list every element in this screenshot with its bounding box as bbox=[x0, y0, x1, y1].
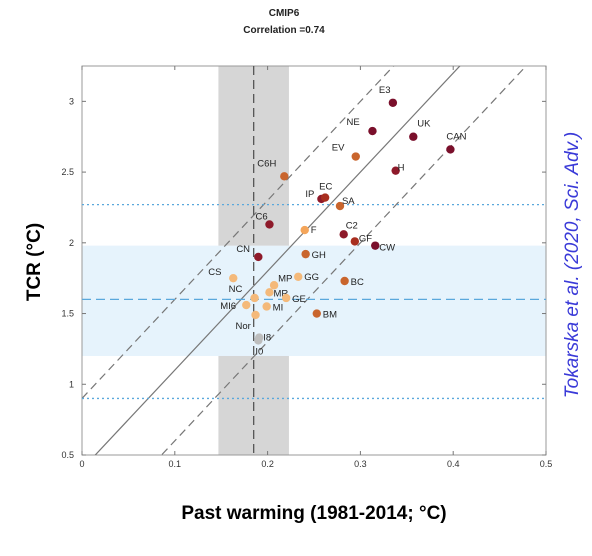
point-label-gf: GF bbox=[359, 233, 372, 244]
point-label-mi6: MI6 bbox=[220, 301, 236, 312]
chart-title: CMIP6 bbox=[269, 8, 300, 19]
point-mi bbox=[262, 302, 271, 311]
point-label-ge: GE bbox=[292, 294, 306, 305]
x-tick-label: 0.1 bbox=[169, 459, 182, 469]
x-tick-label: 0.4 bbox=[447, 459, 460, 469]
point-label-mi: MI bbox=[273, 302, 284, 313]
point-label-mp: MP bbox=[278, 273, 292, 284]
point-gh bbox=[301, 249, 310, 259]
point-ec bbox=[320, 193, 330, 202]
point-gf bbox=[350, 237, 360, 246]
point-label-bm: BM bbox=[323, 310, 337, 321]
point-label-i8: I8 bbox=[263, 333, 271, 344]
y-tick-label: 3 bbox=[69, 96, 74, 106]
point-bm bbox=[312, 309, 321, 318]
constrained-tcr-band bbox=[82, 245, 546, 356]
point-label-c6: C6 bbox=[255, 211, 267, 222]
point-uk bbox=[409, 132, 418, 141]
point-label-bc: BC bbox=[351, 277, 364, 288]
point-can bbox=[446, 145, 455, 154]
x-tick-label: 0 bbox=[79, 459, 84, 469]
point-label-ec: EC bbox=[319, 182, 332, 193]
point-mr bbox=[265, 288, 274, 297]
lower-prediction-line bbox=[160, 66, 527, 455]
point-c6h bbox=[280, 172, 289, 181]
y-tick-label: 1 bbox=[69, 379, 74, 389]
axis-ticks: 0 0.1 0.2 0.3 0.4 0.5 0.5 1 1.5 2 2.5 3 bbox=[61, 66, 552, 469]
point-gg bbox=[294, 272, 303, 281]
point-label-ne: NE bbox=[346, 117, 359, 128]
point-label-can: CAN bbox=[446, 131, 466, 142]
point-label-c2: C2 bbox=[346, 220, 358, 231]
x-tick-label: 0.3 bbox=[354, 459, 367, 469]
x-tick-label: 0.2 bbox=[261, 459, 274, 469]
point-ne bbox=[368, 126, 377, 136]
y-tick-label: 1.5 bbox=[61, 309, 74, 319]
upper-prediction-line bbox=[82, 66, 395, 399]
x-axis-label: Past warming (1981-2014; °C) bbox=[181, 503, 446, 524]
point-label-h: H bbox=[398, 163, 405, 174]
y-tick-label: 0.5 bbox=[61, 450, 74, 460]
reference-lines bbox=[82, 66, 546, 455]
y-tick-label: 2.5 bbox=[61, 167, 74, 177]
point-label-cs: CS bbox=[208, 267, 221, 278]
point-label-c6h: C6H bbox=[257, 158, 276, 169]
point-label-sa: SA bbox=[342, 196, 355, 207]
point-c6 bbox=[265, 220, 274, 229]
point-label-f: F bbox=[311, 225, 317, 236]
point-nor bbox=[251, 310, 260, 320]
point-label-gh: GH bbox=[312, 250, 326, 261]
plot-frame bbox=[81, 65, 547, 456]
point-sa bbox=[335, 201, 345, 211]
citation-credit: Tokarska et al. (2020, Sci. Adv.) bbox=[562, 132, 583, 398]
point-ge bbox=[281, 293, 291, 303]
point-f bbox=[300, 225, 309, 235]
point-bc bbox=[340, 276, 349, 286]
point-label-ev: EV bbox=[332, 143, 345, 154]
x-tick-label: 0.5 bbox=[540, 459, 553, 469]
regression-line bbox=[94, 66, 461, 455]
point-label-i0: I0 bbox=[255, 346, 263, 357]
point-e3 bbox=[388, 98, 398, 107]
point-c2 bbox=[339, 230, 348, 239]
point-cs bbox=[229, 273, 238, 283]
point-label-ip: IP bbox=[305, 189, 314, 200]
point-h bbox=[391, 166, 400, 175]
point-label-uk: UK bbox=[417, 119, 431, 130]
chart-subtitle: Correlation =0.74 bbox=[243, 25, 325, 36]
point-ev bbox=[351, 152, 360, 161]
point-nc bbox=[250, 293, 259, 303]
point-label-cn: CN bbox=[236, 244, 250, 255]
point-cw bbox=[371, 241, 380, 250]
point-label-e3: E3 bbox=[379, 85, 391, 96]
point-label-nor: Nor bbox=[236, 321, 251, 332]
y-axis-label: TCR (°C) bbox=[24, 223, 45, 301]
point-i0 bbox=[254, 336, 263, 345]
point-cn bbox=[254, 252, 263, 262]
point-label-cw: CW bbox=[379, 243, 395, 254]
point-label-nc: NC bbox=[229, 284, 243, 295]
point-mi6 bbox=[242, 300, 251, 310]
y-tick-label: 2 bbox=[69, 238, 74, 248]
point-label-mr: MR bbox=[273, 288, 288, 299]
point-label-gg: GG bbox=[304, 272, 319, 283]
point-mp bbox=[269, 281, 279, 290]
